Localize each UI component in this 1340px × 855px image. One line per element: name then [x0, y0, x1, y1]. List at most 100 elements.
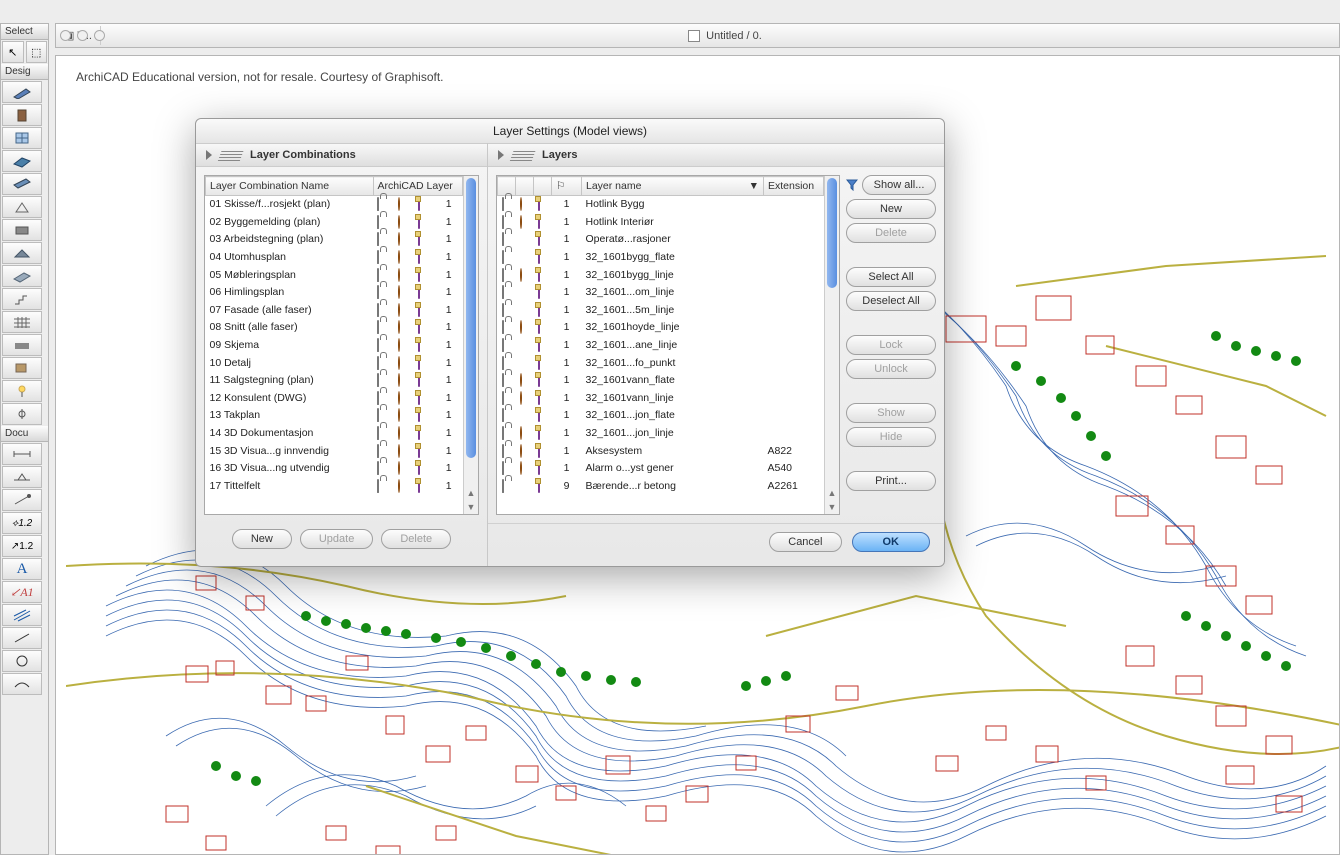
eye-icon[interactable]: [398, 461, 400, 475]
lock-icon[interactable]: [502, 373, 504, 387]
layer-icon[interactable]: [538, 461, 540, 475]
combination-row[interactable]: 08 Snitt (alle faser)1: [206, 319, 463, 337]
col-archicad-layer[interactable]: ArchiCAD Layer: [373, 177, 463, 196]
tool-14[interactable]: [2, 380, 42, 402]
layer-new-button[interactable]: New: [846, 199, 936, 219]
eye-icon[interactable]: [398, 391, 400, 405]
door-tool[interactable]: [2, 104, 42, 126]
line-tool[interactable]: [2, 627, 42, 649]
combination-row[interactable]: 14 3D Dokumentasjon1: [206, 424, 463, 442]
combination-row[interactable]: 06 Himlingsplan1: [206, 283, 463, 301]
combo-delete-button[interactable]: Delete: [381, 529, 451, 549]
lock-icon[interactable]: [377, 320, 379, 334]
combination-row[interactable]: 10 Detalj1: [206, 354, 463, 372]
layer-row[interactable]: 132_1601...5m_linje: [498, 301, 824, 319]
lock-icon[interactable]: [502, 391, 504, 405]
lock-icon[interactable]: [377, 426, 379, 440]
layer-row[interactable]: 1AksesystemA822: [498, 442, 824, 460]
lock-icon[interactable]: [502, 250, 504, 264]
layer-icon[interactable]: [538, 320, 540, 334]
layer-icon[interactable]: [418, 391, 420, 405]
window-tool[interactable]: [2, 127, 42, 149]
panel-header-layers[interactable]: Layers: [488, 143, 944, 167]
combination-row[interactable]: 04 Utomhusplan1: [206, 248, 463, 266]
col-visible[interactable]: [516, 177, 534, 196]
zoom-window-icon[interactable]: [94, 30, 105, 41]
tool-15[interactable]: [2, 403, 42, 425]
layer-icon[interactable]: [538, 215, 540, 229]
dim-tool[interactable]: [2, 443, 42, 465]
layer-icon[interactable]: [538, 338, 540, 352]
layer-row[interactable]: 132_1601vann_flate: [498, 371, 824, 389]
show-button[interactable]: Show: [846, 403, 936, 423]
eye-icon[interactable]: [398, 373, 400, 387]
combo-update-button[interactable]: Update: [300, 529, 373, 549]
combination-row[interactable]: 16 3D Visua...ng utvendig1: [206, 459, 463, 477]
layer-icon[interactable]: [538, 356, 540, 370]
lock-icon[interactable]: [377, 408, 379, 422]
layer-icon[interactable]: [538, 303, 540, 317]
combination-row[interactable]: 15 3D Visua...g innvendig1: [206, 442, 463, 460]
beam-tool[interactable]: [2, 173, 42, 195]
layer-icon[interactable]: [418, 303, 420, 317]
layer-icon[interactable]: [538, 197, 540, 211]
eye-icon[interactable]: [398, 215, 400, 229]
col-flag[interactable]: ⚐: [552, 177, 582, 196]
fill-tool[interactable]: [2, 604, 42, 626]
tool-9[interactable]: [2, 265, 42, 287]
layer-row[interactable]: 132_1601hoyde_linje: [498, 319, 824, 337]
eye-icon[interactable]: [520, 373, 522, 387]
lock-icon[interactable]: [377, 461, 379, 475]
lock-icon[interactable]: [502, 479, 504, 493]
combination-row[interactable]: 09 Skjema1: [206, 336, 463, 354]
lock-icon[interactable]: [377, 232, 379, 246]
wall-tool[interactable]: [2, 81, 42, 103]
layer-icon[interactable]: [538, 391, 540, 405]
lock-icon[interactable]: [377, 338, 379, 352]
layer-icon[interactable]: [538, 285, 540, 299]
layer-icon[interactable]: [418, 338, 420, 352]
eye-icon[interactable]: [398, 356, 400, 370]
lock-icon[interactable]: [502, 268, 504, 282]
lock-icon[interactable]: [502, 285, 504, 299]
eye-icon[interactable]: [398, 285, 400, 299]
layer-row[interactable]: 132_1601bygg_flate: [498, 248, 824, 266]
combinations-scrollbar[interactable]: ▲ ▼: [463, 176, 478, 514]
eye-icon[interactable]: [520, 268, 522, 282]
layer-icon[interactable]: [418, 479, 420, 493]
layer-icon[interactable]: [418, 444, 420, 458]
layer-row[interactable]: 132_1601...om_linje: [498, 283, 824, 301]
layer-icon[interactable]: [418, 197, 420, 211]
layer-icon[interactable]: [538, 408, 540, 422]
col-layer-name[interactable]: Layer name ▼: [582, 177, 764, 196]
eye-icon[interactable]: [520, 197, 522, 211]
cancel-button[interactable]: Cancel: [769, 532, 841, 552]
layer-row[interactable]: 132_1601vann_linje: [498, 389, 824, 407]
eye-icon[interactable]: [398, 303, 400, 317]
layer-row[interactable]: 1Hotlink Interiør: [498, 213, 824, 231]
column-tool[interactable]: [2, 150, 42, 172]
layer-delete-button[interactable]: Delete: [846, 223, 936, 243]
deselect-all-button[interactable]: Deselect All: [846, 291, 936, 311]
layer-icon[interactable]: [538, 426, 540, 440]
combination-row[interactable]: 05 Møbleringsplan1: [206, 266, 463, 284]
layer-icon[interactable]: [418, 285, 420, 299]
layer-icon[interactable]: [418, 320, 420, 334]
layer-row[interactable]: 132_1601...jon_flate: [498, 407, 824, 425]
layer-icon[interactable]: [418, 461, 420, 475]
combination-row[interactable]: 02 Byggemelding (plan)1: [206, 213, 463, 231]
circle-tool[interactable]: [2, 650, 42, 672]
col-layer-icon[interactable]: [534, 177, 552, 196]
ok-button[interactable]: OK: [852, 532, 931, 552]
eye-icon[interactable]: [398, 338, 400, 352]
layers-list[interactable]: ⚐ Layer name ▼ Extension 1Hotlink Bygg1H…: [496, 175, 840, 515]
layer-icon[interactable]: [538, 268, 540, 282]
arrow-tool[interactable]: ↖: [2, 41, 24, 63]
print-button[interactable]: Print...: [846, 471, 936, 491]
tool-12[interactable]: [2, 334, 42, 356]
layer-icon[interactable]: [418, 373, 420, 387]
lock-icon[interactable]: [502, 197, 504, 211]
combination-row[interactable]: 11 Salgstegning (plan)1: [206, 371, 463, 389]
eye-icon[interactable]: [398, 197, 400, 211]
minimize-window-icon[interactable]: [77, 30, 88, 41]
